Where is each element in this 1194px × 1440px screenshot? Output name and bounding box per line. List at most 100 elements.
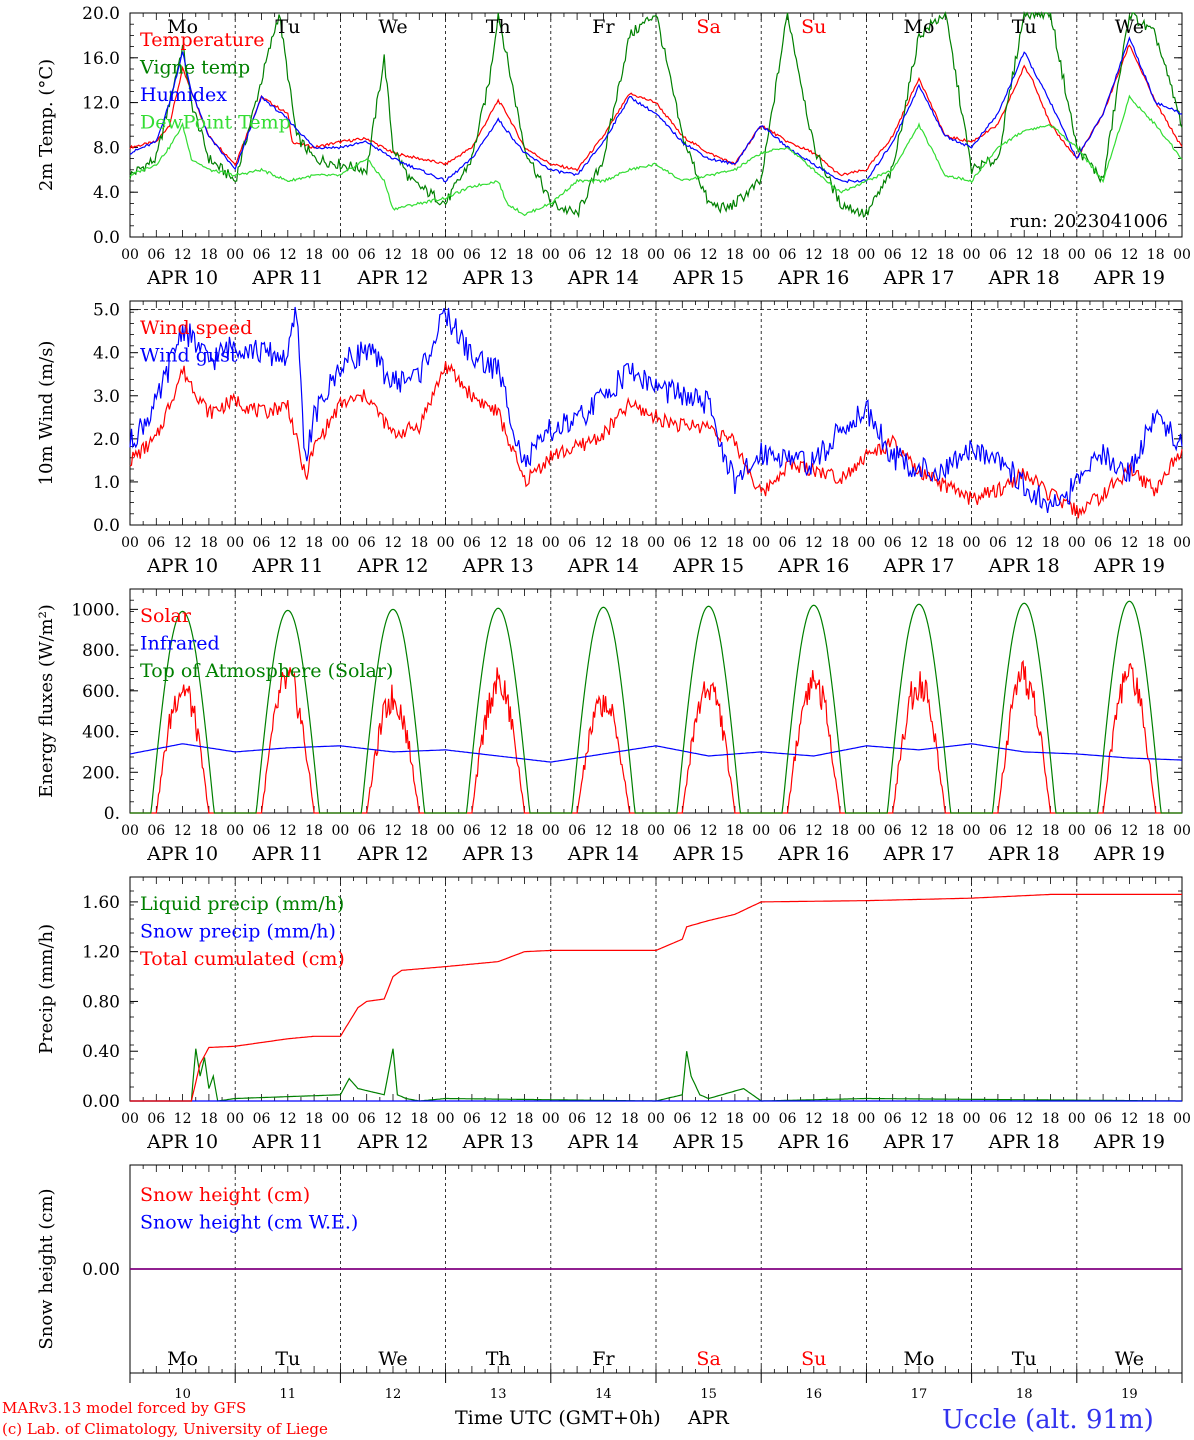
hour-tick-label: 06: [884, 247, 902, 263]
hour-tick-label: 06: [989, 247, 1007, 263]
y-tick-label: 800.: [82, 641, 120, 661]
hour-tick-label: 00: [226, 247, 244, 263]
hour-tick-label: 18: [410, 535, 428, 551]
hour-tick-label: 18: [936, 823, 954, 839]
hour-tick-label: 06: [1094, 247, 1112, 263]
date-label: APR 12: [356, 555, 428, 577]
hour-tick-label: 06: [463, 1111, 481, 1127]
hour-tick-label: 00: [331, 823, 349, 839]
hour-tick-label: 06: [1094, 1111, 1112, 1127]
hour-tick-label: 00: [542, 535, 560, 551]
series-temperature-2: [129, 36, 1183, 184]
series-wind-1: [129, 306, 1183, 513]
hour-tick-label: 12: [384, 1111, 402, 1127]
y-tick-label: 0.00: [82, 1092, 120, 1112]
hour-tick-label: 18: [831, 1111, 849, 1127]
date-label: APR 13: [462, 267, 534, 289]
date-label: APR 11: [251, 555, 323, 577]
weekday-label: Mo: [904, 16, 935, 38]
hour-tick-label: 00: [752, 823, 770, 839]
hour-tick-label: 18: [516, 1111, 534, 1127]
hour-tick-label: 18: [516, 535, 534, 551]
legend-entry: Solar: [140, 605, 192, 627]
hour-tick-label: 18: [936, 535, 954, 551]
date-label: APR 12: [356, 843, 428, 865]
hour-tick-label: 18: [410, 1111, 428, 1127]
hour-tick-label: 12: [489, 535, 507, 551]
y-axis-label: 2m Temp. (°C): [36, 59, 57, 191]
hour-tick-label: 00: [647, 535, 665, 551]
hour-tick-label: 18: [1147, 1111, 1165, 1127]
hour-tick-label: 06: [568, 535, 586, 551]
hour-tick-label: 06: [673, 247, 691, 263]
hour-tick-label: 06: [884, 823, 902, 839]
hour-tick-label: 00: [857, 823, 875, 839]
y-tick-label: 1.0: [93, 473, 120, 493]
hour-tick-label: 12: [910, 247, 928, 263]
hour-tick-label: 06: [253, 247, 271, 263]
hour-tick-label: 12: [174, 247, 192, 263]
hour-tick-label: 00: [1173, 535, 1191, 551]
y-tick-label: 3.0: [93, 387, 120, 407]
hour-tick-label: 18: [831, 247, 849, 263]
hour-tick-label: 06: [358, 823, 376, 839]
date-label: APR 17: [882, 555, 954, 577]
hour-tick-label: 06: [884, 535, 902, 551]
hour-tick-label: 18: [410, 247, 428, 263]
hour-tick-label: 12: [279, 1111, 297, 1127]
hour-tick-label: 12: [489, 1111, 507, 1127]
y-axis-label: 10m Wind (m/s): [36, 341, 57, 486]
legend-entry: Humidex: [140, 84, 227, 106]
date-label: APR 15: [672, 555, 744, 577]
hour-tick-label: 18: [305, 247, 323, 263]
hour-tick-label: 00: [437, 1111, 455, 1127]
day-number-label: 19: [1121, 1387, 1138, 1402]
hour-tick-label: 06: [989, 535, 1007, 551]
hour-tick-label: 00: [1068, 823, 1086, 839]
hour-tick-label: 00: [1173, 823, 1191, 839]
hour-tick-label: 06: [253, 535, 271, 551]
date-label: APR 10: [146, 267, 218, 289]
hour-tick-label: 18: [726, 1111, 744, 1127]
run-label: run: 2023041006: [1010, 211, 1168, 232]
panel-energy: 0. 200. 400. 600. 800. 1000. Energy fluxes (W/…: [36, 588, 1191, 865]
hour-tick-label: 00: [752, 1111, 770, 1127]
hour-tick-label: 00: [963, 247, 981, 263]
y-tick-label: 8.0: [93, 138, 120, 158]
weekday-label: Tu: [275, 16, 300, 38]
hour-tick-label: 00: [542, 1111, 560, 1127]
y-axis-label: Precip (mm/h): [36, 924, 57, 1054]
hour-tick-label: 18: [305, 1111, 323, 1127]
series-temperature-1: [129, 11, 1183, 219]
y-tick-label: 4.0: [93, 344, 120, 364]
hour-tick-label: 00: [963, 535, 981, 551]
hour-tick-label: 18: [1042, 823, 1060, 839]
hour-tick-label: 18: [621, 247, 639, 263]
hour-tick-label: 06: [463, 823, 481, 839]
hour-tick-label: 18: [410, 823, 428, 839]
hour-tick-label: 06: [147, 535, 165, 551]
hour-tick-label: 00: [121, 823, 139, 839]
weekday-label: Tu: [1012, 16, 1037, 38]
hour-tick-label: 12: [384, 247, 402, 263]
date-label: APR 16: [777, 843, 849, 865]
hour-tick-label: 00: [857, 247, 875, 263]
hour-tick-label: 06: [1094, 535, 1112, 551]
legend-entry: DewPoint Temp: [140, 112, 291, 134]
hour-tick-label: 18: [831, 535, 849, 551]
legend-entry: Temperature: [140, 29, 264, 51]
hour-tick-label: 12: [594, 1111, 612, 1127]
date-label: APR 12: [356, 267, 428, 289]
hour-tick-label: 12: [174, 1111, 192, 1127]
y-tick-label: 1.60: [82, 893, 120, 913]
hour-tick-label: 06: [884, 1111, 902, 1127]
y-tick-label: 0.00: [82, 1260, 120, 1280]
hour-tick-label: 06: [989, 1111, 1007, 1127]
hour-tick-label: 12: [174, 535, 192, 551]
weekday-label: Sa: [696, 1348, 720, 1370]
date-label: APR 17: [882, 267, 954, 289]
hour-tick-label: 00: [1173, 247, 1191, 263]
y-tick-label: 0.0: [93, 228, 120, 248]
weekday-label: Su: [801, 1348, 826, 1370]
